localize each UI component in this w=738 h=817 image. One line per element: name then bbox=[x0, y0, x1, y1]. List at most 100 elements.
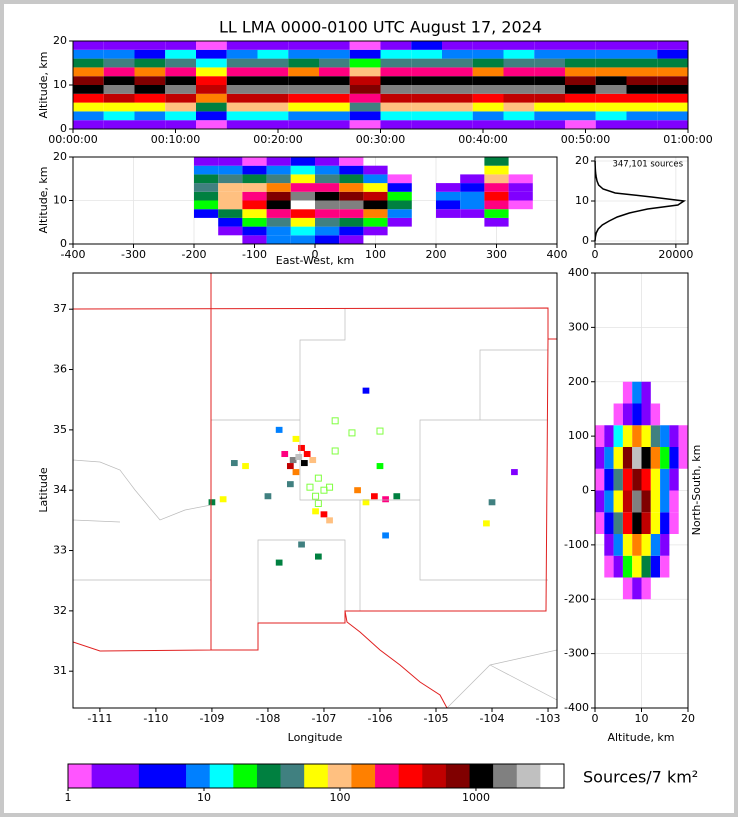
density-cell bbox=[657, 58, 688, 68]
density-cell bbox=[442, 85, 473, 94]
density-cell bbox=[503, 120, 535, 129]
density-cell bbox=[604, 468, 614, 491]
density-cell bbox=[339, 226, 364, 236]
density-cell bbox=[290, 174, 315, 184]
colorbar-swatch bbox=[280, 764, 305, 788]
density-cell bbox=[226, 41, 258, 50]
density-cell bbox=[622, 490, 633, 513]
density-cell bbox=[484, 191, 509, 201]
colorbar-swatch bbox=[68, 764, 92, 788]
density-cell bbox=[194, 165, 219, 175]
density-cell bbox=[363, 183, 388, 192]
station bbox=[314, 499, 322, 507]
x-tick-label: 00:30:00 bbox=[356, 133, 405, 146]
density-cell bbox=[641, 447, 651, 469]
density-cell bbox=[484, 217, 509, 227]
density-cell bbox=[641, 403, 651, 426]
density-cell bbox=[288, 41, 319, 50]
y-tick-label: 31 bbox=[53, 664, 67, 677]
density-cell bbox=[595, 490, 605, 513]
density-cell bbox=[660, 512, 670, 534]
density-cell bbox=[339, 217, 364, 227]
density-cell bbox=[565, 120, 596, 129]
density-cell bbox=[319, 120, 350, 129]
y-tick-label: 20 bbox=[53, 150, 67, 163]
density-cell bbox=[503, 111, 535, 121]
density-cell bbox=[319, 93, 350, 103]
density-cell bbox=[613, 447, 623, 469]
density-cell bbox=[436, 183, 461, 192]
density-cell bbox=[218, 165, 243, 175]
density-cell bbox=[442, 102, 473, 112]
density-cell bbox=[362, 387, 370, 394]
density-cell bbox=[196, 58, 227, 68]
density-cell bbox=[387, 217, 412, 227]
density-cell bbox=[436, 200, 461, 210]
density-cell bbox=[534, 120, 565, 129]
density-cell bbox=[339, 200, 364, 210]
density-cell bbox=[266, 209, 291, 218]
y-tick-label: -400 bbox=[564, 701, 589, 714]
x-tick-label: -110 bbox=[143, 712, 168, 725]
density-cell bbox=[442, 58, 473, 68]
density-cell bbox=[660, 534, 670, 556]
density-cell bbox=[242, 183, 267, 192]
density-cell bbox=[319, 49, 350, 59]
station bbox=[348, 429, 356, 437]
x-axis-label: Altitude, km bbox=[607, 731, 674, 744]
colorbar-swatch bbox=[375, 764, 399, 788]
density-cell bbox=[387, 174, 412, 184]
density-cell bbox=[339, 157, 364, 166]
density-cell bbox=[650, 512, 661, 534]
density-cell bbox=[508, 174, 533, 184]
density-cell bbox=[534, 111, 565, 121]
density-cell bbox=[103, 67, 135, 77]
density-cell bbox=[319, 76, 350, 85]
density-cell bbox=[632, 425, 642, 447]
density-cell bbox=[565, 76, 596, 85]
density-cell bbox=[363, 226, 388, 236]
plot-frame bbox=[594, 156, 689, 245]
density-cell bbox=[622, 577, 633, 600]
density-cell bbox=[226, 67, 258, 77]
density-cell bbox=[257, 49, 289, 59]
density-cell bbox=[442, 76, 473, 85]
density-cell bbox=[472, 58, 504, 68]
density-cell bbox=[626, 102, 658, 112]
density-cell bbox=[286, 481, 294, 488]
density-cell bbox=[595, 76, 627, 85]
density-cell bbox=[196, 67, 227, 77]
density-cell bbox=[319, 85, 350, 94]
density-cell bbox=[339, 209, 364, 218]
density-cell bbox=[226, 111, 258, 121]
density-cell bbox=[73, 58, 104, 68]
density-cell bbox=[281, 450, 289, 458]
density-cell bbox=[266, 165, 291, 175]
density-cell bbox=[288, 85, 319, 94]
density-cell bbox=[650, 447, 661, 469]
density-cell bbox=[595, 93, 627, 103]
y-tick-label: 20 bbox=[575, 154, 589, 167]
density-cell bbox=[349, 93, 381, 103]
density-cell bbox=[669, 425, 679, 447]
density-cell bbox=[613, 403, 623, 426]
density-cell bbox=[290, 217, 315, 227]
density-cell bbox=[134, 93, 166, 103]
density-cell bbox=[73, 49, 104, 59]
density-cell bbox=[298, 444, 305, 451]
density-cell bbox=[288, 120, 319, 129]
density-cell bbox=[218, 200, 243, 210]
density-cell bbox=[319, 111, 350, 121]
density-cell bbox=[460, 174, 485, 184]
density-cell bbox=[165, 58, 196, 68]
density-cell bbox=[266, 217, 291, 227]
y-tick-label: 0 bbox=[582, 484, 589, 497]
density-cell bbox=[242, 463, 249, 470]
density-cell bbox=[315, 226, 340, 236]
density-cell bbox=[484, 165, 509, 175]
density-cell bbox=[266, 174, 291, 184]
density-cell bbox=[315, 191, 340, 201]
y-tick-label: 20 bbox=[53, 34, 67, 47]
density-cell bbox=[309, 457, 317, 464]
density-cell bbox=[595, 512, 605, 534]
